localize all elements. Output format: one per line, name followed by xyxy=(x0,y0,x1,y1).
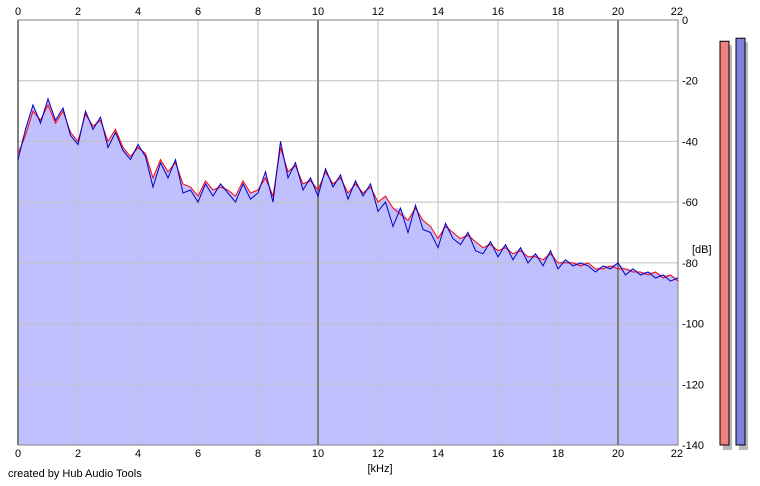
x-tick-label-top: 0 xyxy=(15,6,21,18)
x-tick-label-bottom: 6 xyxy=(195,448,201,460)
x-tick-label-top: 18 xyxy=(552,6,564,18)
x-tick-label-bottom: 14 xyxy=(432,448,444,460)
x-tick-label-top: 6 xyxy=(195,6,201,18)
y-tick-label: -60 xyxy=(682,197,698,209)
y-tick-label: -80 xyxy=(682,258,698,270)
x-tick-label-bottom: 8 xyxy=(255,448,261,460)
x-tick-label-bottom: 10 xyxy=(312,448,324,460)
x-tick-label-top: 10 xyxy=(312,6,324,18)
x-tick-labels-bottom: 0 2 4 6 8 10 12 14 16 18 20 22 xyxy=(15,448,683,460)
x-tick-label-top: 22 xyxy=(671,6,683,18)
x-tick-label-bottom: 18 xyxy=(552,448,564,460)
y-tick-label: 0 xyxy=(682,15,688,27)
x-tick-label-top: 14 xyxy=(432,6,444,18)
y-axis-label: [dB] xyxy=(692,244,712,256)
x-tick-label-top: 12 xyxy=(372,6,384,18)
spectrum-fill xyxy=(18,98,678,446)
y-tick-label: -140 xyxy=(682,440,704,452)
x-tick-label-top: 8 xyxy=(255,6,261,18)
x-tick-label-bottom: 4 xyxy=(135,448,141,460)
credit-text: created by Hub Audio Tools xyxy=(8,468,142,480)
x-tick-label-bottom: 16 xyxy=(492,448,504,460)
series-line-left xyxy=(17,103,679,282)
x-axis-label: [kHz] xyxy=(367,463,392,475)
plot-frame xyxy=(17,19,679,446)
x-tick-label-top: 16 xyxy=(492,6,504,18)
y-tick-label: -120 xyxy=(682,379,704,391)
x-tick-label-bottom: 0 xyxy=(15,448,21,460)
x-tick-label-top: 20 xyxy=(612,6,624,18)
grid xyxy=(17,19,679,446)
y-tick-label: -40 xyxy=(682,136,698,148)
y-tick-label: -100 xyxy=(682,319,704,331)
right-level-meter xyxy=(735,37,746,446)
series-layer xyxy=(17,97,679,282)
y-tick-label: -20 xyxy=(682,76,698,88)
left-level-meter xyxy=(719,40,730,446)
x-tick-label-bottom: 20 xyxy=(612,448,624,460)
series-line-right xyxy=(17,97,679,282)
level-meters xyxy=(719,37,748,450)
x-tick-label-top: 2 xyxy=(75,6,81,18)
y-tick-labels: 0 -20 -40 -60 -80 -100 -120 -140 xyxy=(682,15,704,452)
x-tick-label-bottom: 12 xyxy=(372,448,384,460)
x-tick-label-top: 4 xyxy=(135,6,141,18)
x-tick-label-bottom: 2 xyxy=(75,448,81,460)
x-tick-label-bottom: 22 xyxy=(671,448,683,460)
spectrum-fill-area xyxy=(18,98,678,446)
x-tick-labels-top: 0 2 4 6 8 10 12 14 16 18 20 22 xyxy=(15,6,683,18)
